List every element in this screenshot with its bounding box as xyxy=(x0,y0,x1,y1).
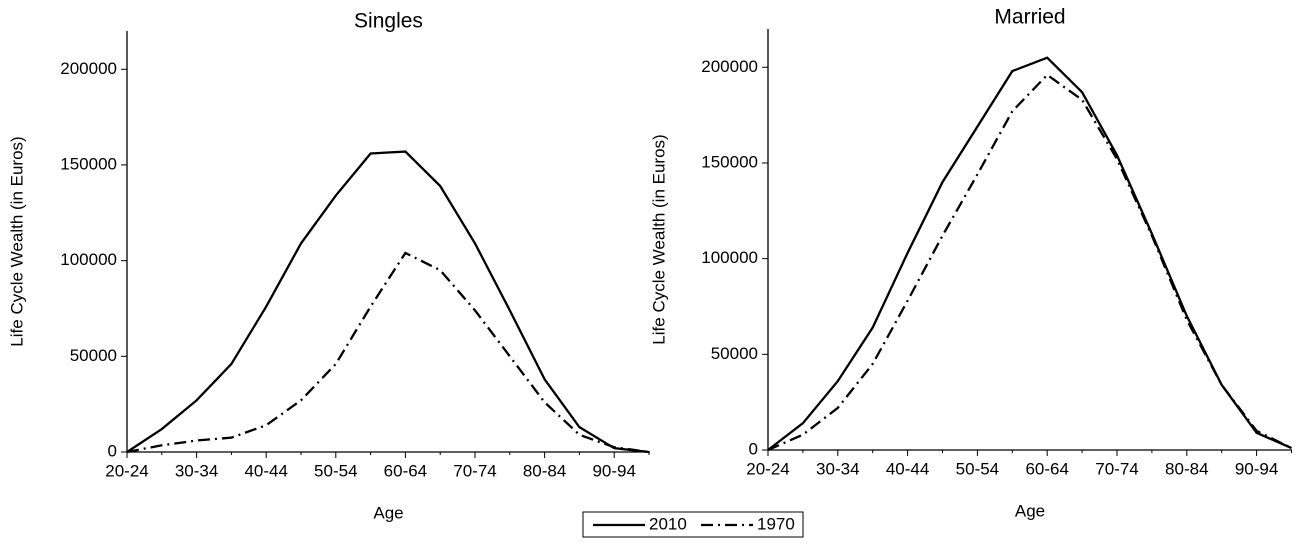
y-axis-label: Life Cycle Wealth (in Euros) xyxy=(7,136,26,346)
y-tick-label: 0 xyxy=(108,441,117,460)
x-tick-label: 30-34 xyxy=(816,459,859,478)
legend-label: 2010 xyxy=(649,514,687,533)
y-tick-label: 0 xyxy=(749,439,758,458)
x-axis-label: Age xyxy=(373,503,403,522)
y-tick-label: 50000 xyxy=(70,346,117,365)
x-tick-label: 80-84 xyxy=(523,461,566,480)
chart-title: Married xyxy=(994,6,1065,29)
x-tick-label: 60-64 xyxy=(1025,459,1068,478)
series-line xyxy=(767,56,1292,451)
x-tick-label: 40-44 xyxy=(244,461,287,480)
series-line xyxy=(767,73,1293,452)
x-tick-label: 40-44 xyxy=(886,459,929,478)
y-tick-label: 100000 xyxy=(60,250,117,269)
x-tick-label: 50-54 xyxy=(314,461,357,480)
x-tick-label: 50-54 xyxy=(956,459,999,478)
x-tick-label: 30-34 xyxy=(175,461,218,480)
x-tick-label: 70-74 xyxy=(1095,459,1138,478)
y-tick-label: 200000 xyxy=(60,59,117,78)
x-tick-label: 80-84 xyxy=(1165,459,1208,478)
x-tick-label: 20-24 xyxy=(105,461,148,480)
legend-label: 1970 xyxy=(757,514,795,533)
x-tick-label: 90-94 xyxy=(1235,459,1278,478)
series-line xyxy=(126,150,650,454)
y-tick-label: 150000 xyxy=(701,152,758,171)
y-tick-label: 200000 xyxy=(701,57,758,76)
x-tick-label: 90-94 xyxy=(592,461,635,480)
x-tick-label: 70-74 xyxy=(453,461,496,480)
x-tick-label: 20-24 xyxy=(746,459,789,478)
chart-title: Singles xyxy=(354,10,423,33)
x-tick-label: 60-64 xyxy=(384,461,427,480)
y-axis-label: Life Cycle Wealth (in Euros) xyxy=(649,134,668,344)
y-tick-label: 50000 xyxy=(711,344,758,363)
y-tick-label: 150000 xyxy=(60,154,117,173)
series-line xyxy=(126,251,650,454)
x-axis-label: Age xyxy=(1015,501,1045,520)
y-tick-label: 100000 xyxy=(701,248,758,267)
